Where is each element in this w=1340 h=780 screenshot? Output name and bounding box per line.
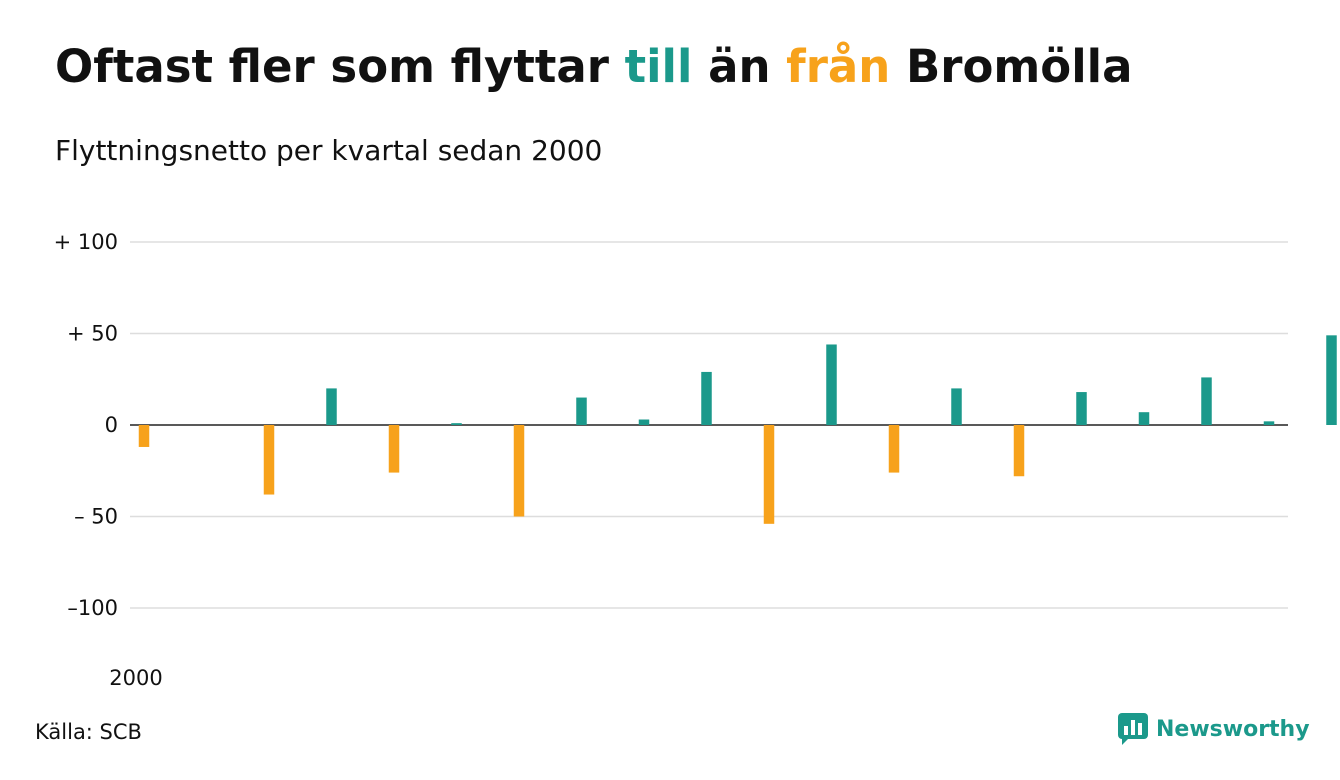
y-tick-label: + 50 (67, 322, 118, 346)
bar (451, 423, 462, 425)
y-tick-label: – 50 (74, 505, 118, 529)
bar (638, 419, 650, 425)
title-till: till (624, 40, 693, 93)
bars (138, 335, 1337, 524)
bar (513, 425, 525, 517)
bar (1326, 335, 1337, 425)
y-axis-ticks: + 100 + 50 0 – 50 –100 (54, 230, 118, 620)
bar (138, 425, 150, 447)
bar (763, 425, 775, 524)
source-note: Källa: SCB (35, 720, 142, 744)
bar (951, 388, 962, 425)
y-tick-label: –100 (67, 596, 118, 620)
title-fran: från (786, 40, 891, 93)
bar (263, 425, 275, 495)
title-part-2: än (692, 40, 787, 93)
bar (576, 397, 587, 425)
y-tick-label: 0 (105, 413, 118, 437)
bar-chart: + 100 + 50 0 – 50 –100 20002005201020152020 (54, 230, 1337, 690)
chart-subtitle: Flyttningsnetto per kvartal sedan 2000 (55, 134, 603, 167)
bar (888, 425, 900, 473)
x-tick-label: 2000 (109, 666, 162, 690)
title-part-3: Bromölla (890, 40, 1133, 93)
bar (1263, 421, 1275, 425)
bar (1138, 412, 1150, 425)
bar (701, 371, 712, 425)
x-axis-ticks: 20002005201020152020 (109, 666, 162, 690)
bar (388, 425, 400, 473)
bar (1201, 377, 1212, 425)
chart-title: Oftast fler som flyttar till än från Bro… (55, 40, 1132, 93)
y-tick-label: + 100 (54, 230, 118, 254)
bar (826, 344, 837, 425)
newsworthy-logo: Newsworthy (1118, 713, 1310, 745)
bar-chart-speech-icon (1118, 713, 1148, 745)
bar (1013, 425, 1025, 477)
logo-text: Newsworthy (1156, 716, 1310, 742)
bar (1076, 392, 1087, 425)
title-part-1: Oftast fler som flyttar (55, 40, 625, 93)
bar (326, 388, 337, 425)
